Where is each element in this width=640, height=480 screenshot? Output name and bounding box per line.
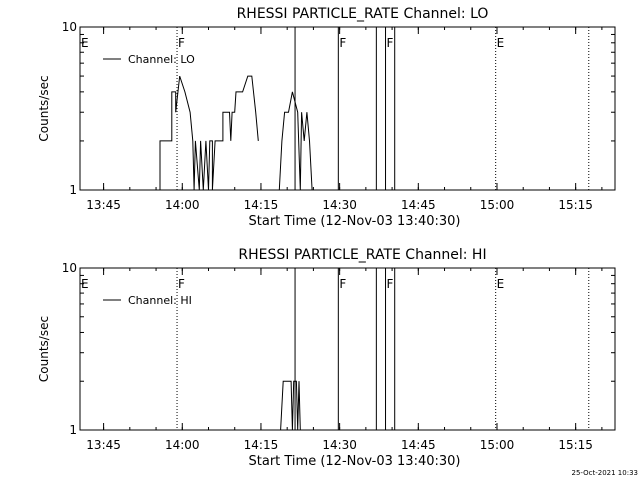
x-tick-label: 15:00 — [480, 198, 515, 212]
x-tick-label: 14:30 — [322, 198, 357, 212]
y-tick-label: 1 — [69, 423, 77, 437]
x-tick-label: 14:15 — [244, 198, 279, 212]
legend-entry: Channel: LO — [128, 53, 195, 66]
x-tick-label: 15:15 — [558, 198, 593, 212]
x-tick-label: 14:30 — [322, 438, 357, 452]
hi-channel-panel: RHESSI PARTICLE_RATE Channel: HI 13:45 14:… — [37, 247, 616, 469]
plot-frame — [79, 267, 616, 431]
x-axis-label: Start Time (12-Nov-03 13:40:30) — [249, 454, 461, 469]
event-flag-label: E — [497, 36, 505, 50]
series-line — [159, 75, 259, 191]
event-flag-label: E — [81, 36, 89, 50]
event-flag-label: E — [81, 277, 89, 291]
x-tick-label: 14:45 — [401, 438, 436, 452]
x-tick-label: 14:15 — [244, 438, 279, 452]
x-tick-label: 13:45 — [86, 198, 121, 212]
event-flag-label: F — [339, 277, 346, 291]
x-tick-label: 15:15 — [558, 438, 593, 452]
timestamp-label: 25-Oct-2021 10:33 — [572, 469, 638, 477]
event-flag-label: E — [497, 277, 505, 291]
legend-entry: Channel: HI — [128, 294, 192, 307]
x-tick-label: 14:45 — [401, 198, 436, 212]
x-tick-label: 15:00 — [480, 438, 515, 452]
x-axis-label: Start Time (12-Nov-03 13:40:30) — [249, 214, 461, 229]
chart-title: RHESSI PARTICLE_RATE Channel: HI — [238, 247, 486, 263]
x-tick-label: 13:45 — [86, 438, 121, 452]
y-tick-label: 1 — [69, 183, 77, 197]
lo-channel-panel: RHESSI PARTICLE_RATE Channel: LO 13:45 14:… — [37, 6, 616, 229]
event-flag-label: F — [387, 277, 394, 291]
y-axis-label: Counts/sec — [37, 75, 51, 141]
event-flag-label: F — [387, 36, 394, 50]
x-tick-label: 14:00 — [165, 198, 200, 212]
chart-title: RHESSI PARTICLE_RATE Channel: LO — [237, 6, 489, 22]
event-flag-label: F — [178, 277, 185, 291]
series-line — [280, 380, 301, 431]
y-tick-label: 10 — [62, 261, 77, 275]
event-flag-label: F — [178, 36, 185, 50]
y-axis-label: Counts/sec — [37, 316, 51, 382]
x-tick-label: 14:00 — [165, 438, 200, 452]
series-line — [278, 91, 313, 191]
event-flag-label: F — [339, 36, 346, 50]
y-tick-label: 10 — [62, 20, 77, 34]
